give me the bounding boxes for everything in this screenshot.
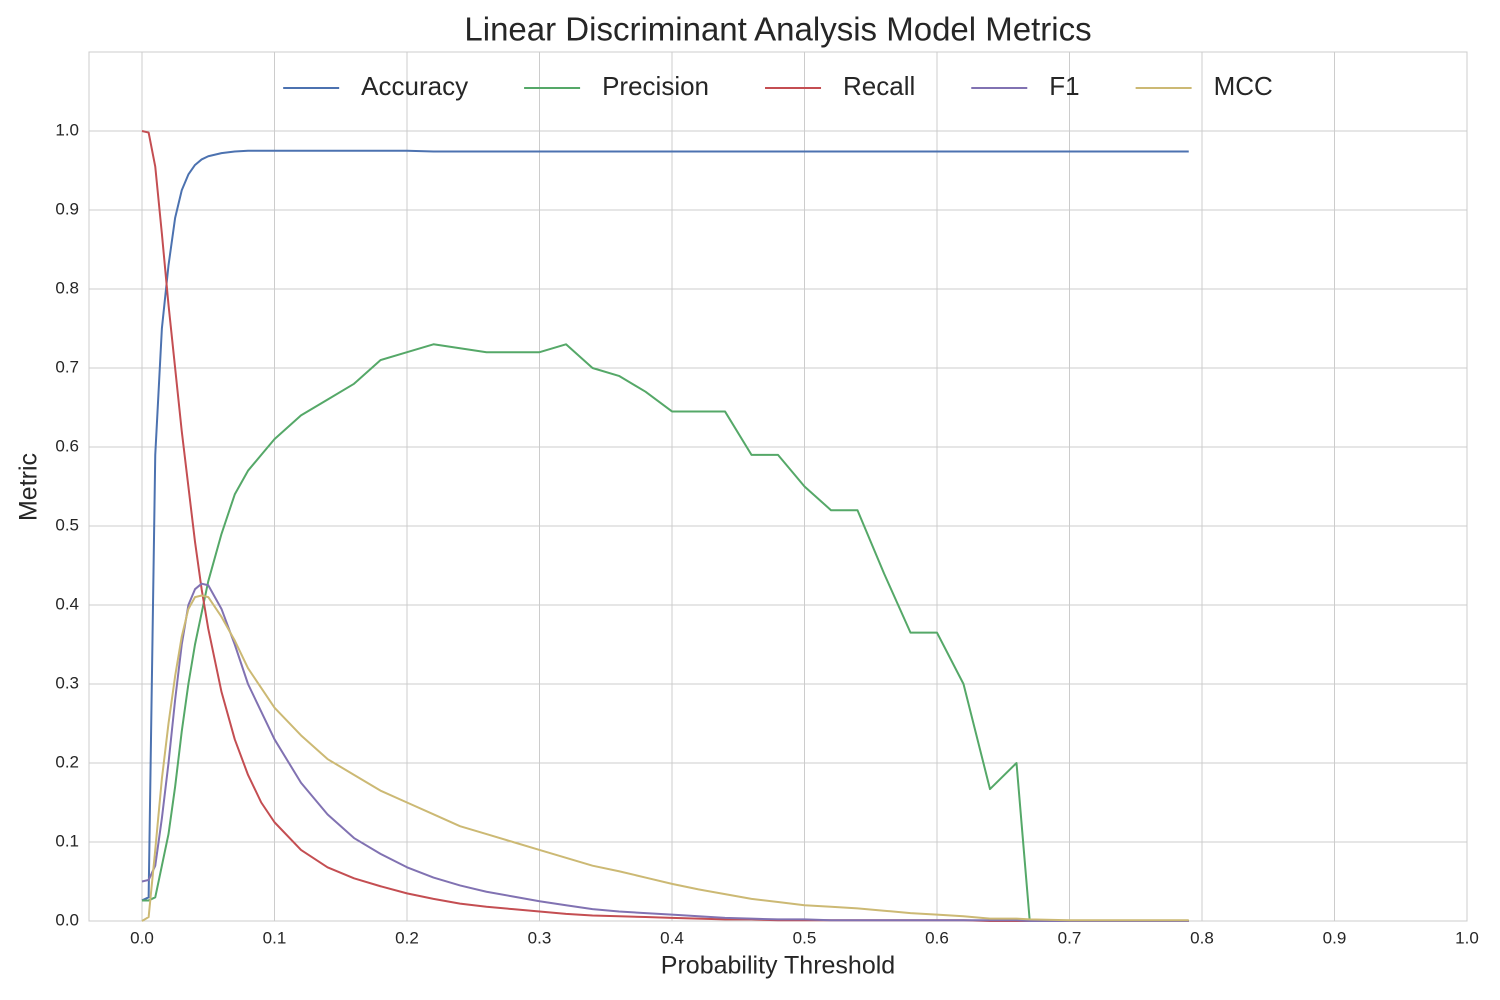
legend-label: MCC bbox=[1214, 71, 1273, 101]
x-tick-label: 0.7 bbox=[1058, 928, 1082, 947]
line-series bbox=[142, 343, 1189, 922]
y-axis-label: Metric bbox=[15, 453, 43, 521]
y-tick-label: 0.8 bbox=[55, 278, 79, 297]
line-series bbox=[141, 582, 1189, 922]
x-tick-label: 0.6 bbox=[925, 928, 949, 947]
x-tick-label: 0.9 bbox=[1323, 928, 1347, 947]
y-tick-label: 0.2 bbox=[55, 752, 79, 771]
x-tick-label: 0.5 bbox=[793, 928, 817, 947]
y-tick-label: 0.7 bbox=[55, 357, 79, 376]
y-tick-label: 0.6 bbox=[55, 436, 79, 455]
y-tick-label: 0.5 bbox=[55, 515, 79, 534]
line-series bbox=[141, 594, 1189, 922]
y-tick-label: 0.9 bbox=[55, 199, 79, 218]
x-tick-label: 0.0 bbox=[130, 928, 154, 947]
x-tick-label: 0.8 bbox=[1190, 928, 1214, 947]
x-tick-label: 0.3 bbox=[528, 928, 552, 947]
x-tick-label: 1.0 bbox=[1455, 928, 1479, 947]
legend-label: Recall bbox=[843, 71, 915, 101]
y-tick-label: 0.3 bbox=[55, 673, 79, 692]
y-tick-label: 0.1 bbox=[55, 831, 79, 850]
y-tick-label: 0.4 bbox=[55, 594, 79, 613]
chart-title: Linear Discriminant Analysis Model Metri… bbox=[464, 11, 1091, 48]
legend-label: F1 bbox=[1049, 71, 1079, 101]
x-axis-label: Probability Threshold bbox=[661, 952, 895, 980]
plot-area bbox=[88, 51, 1468, 922]
legend-label: Accuracy bbox=[361, 71, 468, 101]
x-tick-label: 0.4 bbox=[660, 928, 684, 947]
x-tick-label: 0.1 bbox=[263, 928, 287, 947]
x-tick-label: 0.2 bbox=[395, 928, 419, 947]
y-tick-label: 1.0 bbox=[55, 120, 79, 139]
legend-label: Precision bbox=[602, 71, 709, 101]
y-tick-label: 0.0 bbox=[55, 910, 79, 929]
line-series bbox=[141, 149, 1189, 902]
